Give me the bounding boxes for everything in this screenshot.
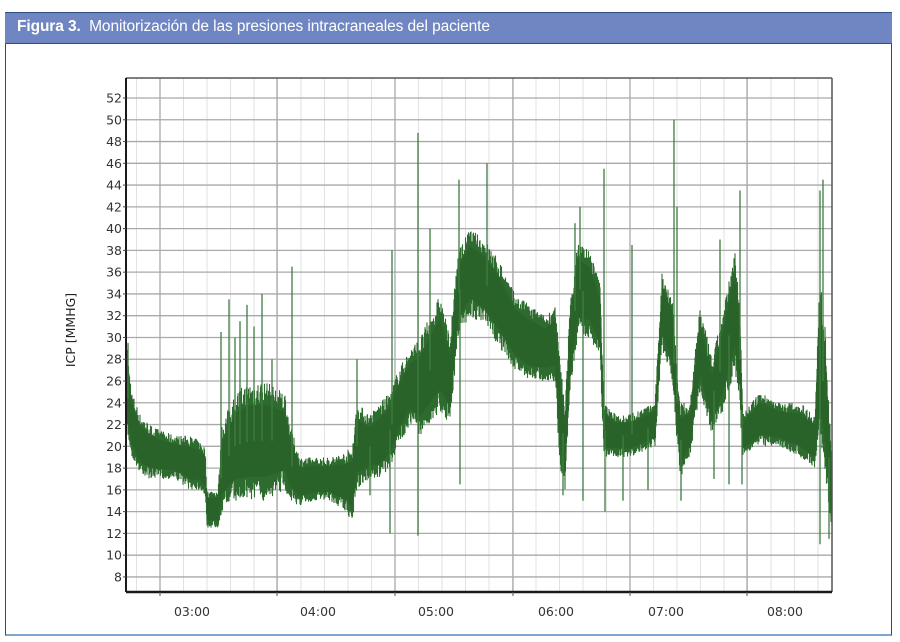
y-axis-label: ICP [MMHG]	[63, 293, 78, 367]
y-tick-label: 44	[106, 178, 122, 193]
y-tick-label: 18	[106, 461, 122, 476]
figure-title: Figura 3. Monitorización de las presione…	[17, 18, 490, 36]
chart-axes	[125, 77, 833, 594]
x-tick-label: 03:00	[174, 604, 210, 619]
x-axis-ticks: 03:00 04:00 05:00 06:00 07:00 08:00	[159, 592, 803, 619]
y-tick-label: 36	[106, 265, 122, 280]
y-tick-label: 30	[106, 330, 122, 345]
y-tick-label: 26	[106, 374, 122, 389]
y-tick-label: 12	[106, 526, 122, 541]
y-tick-label: 38	[106, 243, 122, 258]
x-tick-label: 08:00	[767, 604, 803, 619]
x-tick-label: 05:00	[418, 604, 454, 619]
y-tick-label: 50	[106, 112, 122, 127]
minor-gridlines	[136, 78, 819, 592]
y-tick-label: 32	[106, 308, 122, 323]
y-tick-label: 20	[106, 439, 122, 454]
x-tick-label: 04:00	[300, 604, 336, 619]
y-tick-label: 8	[114, 569, 122, 584]
y-tick-label: 28	[106, 352, 122, 367]
y-tick-label: 48	[106, 134, 122, 149]
y-tick-label: 24	[106, 395, 122, 410]
figure-frame	[5, 12, 892, 636]
y-tick-label: 16	[106, 482, 122, 497]
y-tick-label: 46	[106, 156, 122, 171]
x-tick-label: 06:00	[538, 604, 574, 619]
y-tick-label: 10	[106, 548, 122, 563]
y-tick-label: 34	[106, 286, 122, 301]
icp-trace	[126, 119, 832, 545]
y-tick-label: 40	[106, 221, 122, 236]
x-tick-label: 07:00	[648, 604, 684, 619]
figure-title-bar: Figura 3. Monitorización de las presione…	[5, 12, 892, 44]
figure-number: Figura 3.	[17, 18, 81, 35]
y-axis-ticks: 8 10 12 14 16 18 20 22 24 26 28 30 32 34 36 38 40 42 44 46 4…	[106, 91, 126, 584]
figure-title-text: Monitorización de las presiones intracra…	[89, 18, 490, 35]
y-tick-label: 14	[106, 504, 122, 519]
y-tick-label: 52	[106, 91, 122, 106]
y-tick-label: 22	[106, 417, 122, 432]
y-tick-label: 42	[106, 199, 122, 214]
